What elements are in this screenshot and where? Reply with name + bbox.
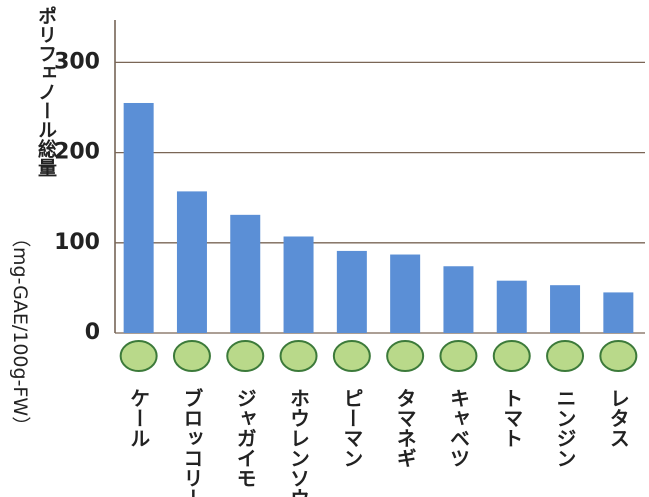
vegetable-icon bbox=[226, 340, 265, 372]
x-tick-label: キャベツ bbox=[446, 388, 470, 468]
bar bbox=[336, 250, 367, 333]
vegetable-icon bbox=[279, 340, 318, 372]
x-tick-label: ピーマン bbox=[340, 388, 364, 468]
bar bbox=[550, 285, 581, 333]
y-axis-label: ポリフェノール総量 bbox=[35, 5, 57, 177]
vegetable-icon bbox=[599, 340, 638, 372]
x-tick-label: タマネギ bbox=[393, 388, 417, 468]
x-tick-label: レタス bbox=[606, 388, 630, 448]
vegetable-icon bbox=[492, 340, 531, 372]
x-tick-label: トマト bbox=[500, 388, 524, 448]
bar bbox=[443, 266, 474, 333]
vegetable-icon bbox=[332, 340, 371, 372]
bar bbox=[176, 191, 207, 333]
bar bbox=[283, 236, 314, 333]
x-tick-label: ジャガイモ bbox=[233, 388, 257, 488]
vegetable-icon bbox=[172, 340, 211, 372]
bar bbox=[603, 292, 634, 333]
y-tick-label: 100 bbox=[54, 230, 100, 255]
x-tick-label: ケール bbox=[127, 388, 151, 448]
x-tick-label: ブロッコリー bbox=[180, 387, 204, 497]
y-tick-label: 300 bbox=[54, 49, 100, 74]
vegetable-icon bbox=[546, 340, 585, 372]
y-tick-label: 200 bbox=[54, 140, 100, 165]
x-tick-label: ホウレンソウ bbox=[287, 388, 311, 497]
bar bbox=[496, 280, 527, 333]
bar bbox=[230, 214, 261, 333]
vegetable-icon bbox=[386, 340, 425, 372]
bar bbox=[390, 254, 421, 333]
y-tick-label: 0 bbox=[85, 320, 100, 345]
vegetable-icon bbox=[439, 340, 478, 372]
y-axis-unit: （mg-GAE/100g-FW） bbox=[9, 228, 31, 435]
x-tick-label: ニンジン bbox=[553, 388, 577, 468]
bar bbox=[123, 102, 154, 333]
vegetable-icon bbox=[119, 340, 158, 372]
